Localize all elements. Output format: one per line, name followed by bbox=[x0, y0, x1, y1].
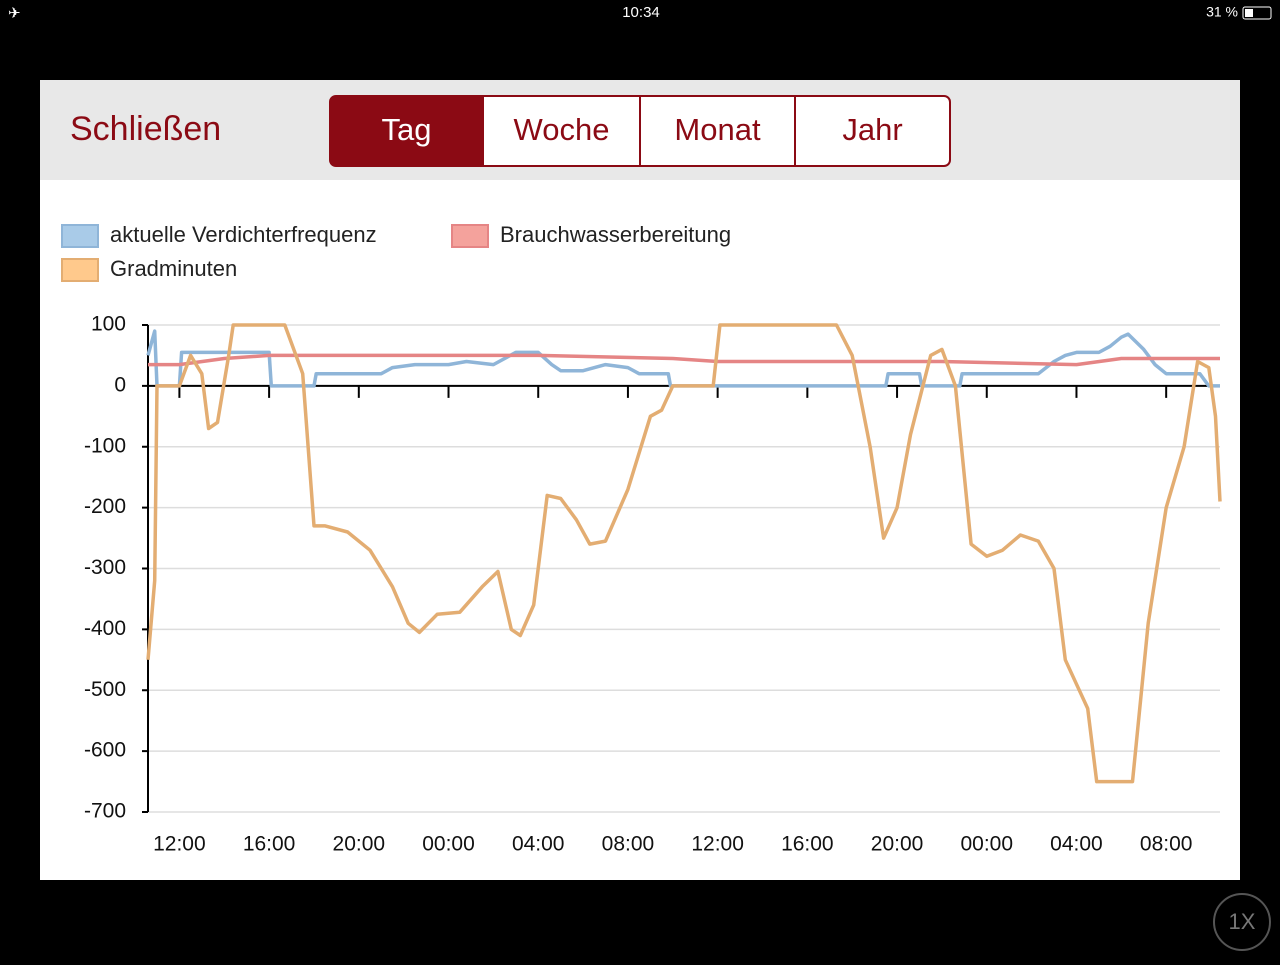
battery-text: 31 % bbox=[1206, 4, 1238, 20]
x-tick-label: 00:00 bbox=[422, 833, 475, 856]
x-tick-label: 08:00 bbox=[602, 833, 655, 856]
battery-level bbox=[1245, 9, 1253, 17]
x-tick-label: 16:00 bbox=[243, 833, 296, 856]
x-tick-label: 12:00 bbox=[153, 833, 206, 856]
x-tick-label: 16:00 bbox=[781, 833, 834, 856]
tab-bar: Tag Woche Monat Jahr bbox=[329, 95, 951, 167]
legend-swatch bbox=[61, 258, 99, 282]
x-tick-label: 20:00 bbox=[333, 833, 386, 856]
legend-label: Gradminuten bbox=[110, 256, 237, 281]
battery-icon bbox=[1242, 6, 1272, 20]
zoom-label: 1X bbox=[1229, 909, 1256, 934]
tab-active-bg bbox=[330, 96, 483, 166]
chart-panel bbox=[40, 180, 1240, 880]
tab[interactable]: Tag bbox=[382, 112, 432, 147]
y-tick-label: -700 bbox=[84, 800, 126, 823]
x-tick-label: 04:00 bbox=[1050, 833, 1103, 856]
legend-swatch bbox=[451, 224, 489, 248]
series-line bbox=[148, 353, 1220, 367]
x-tick-label: 04:00 bbox=[512, 833, 565, 856]
y-tick-label: -400 bbox=[84, 617, 126, 640]
status-time: 10:34 bbox=[622, 4, 660, 21]
chart: aktuelle Verdichterfrequenz Brauchwasserb… bbox=[61, 222, 1222, 856]
y-tick-label: -600 bbox=[84, 739, 126, 762]
x-tick-label: 00:00 bbox=[960, 833, 1013, 856]
series-line bbox=[146, 329, 1220, 388]
y-tick-label: -300 bbox=[84, 556, 126, 579]
tab[interactable]: Woche bbox=[514, 112, 610, 147]
y-tick-label: 0 bbox=[114, 373, 126, 396]
x-tick-label: 20:00 bbox=[871, 833, 924, 856]
series-line bbox=[146, 323, 1222, 784]
legend-label: aktuelle Verdichterfrequenz bbox=[110, 222, 377, 247]
y-tick-label: 100 bbox=[91, 313, 126, 336]
legend-label: Brauchwasserbereitung bbox=[500, 222, 731, 247]
y-tick-label: -200 bbox=[84, 495, 126, 518]
legend-swatch bbox=[61, 224, 99, 248]
tab[interactable]: Jahr bbox=[842, 112, 902, 147]
x-tick-label: 08:00 bbox=[1140, 833, 1193, 856]
x-tick-label: 12:00 bbox=[691, 833, 744, 856]
tab[interactable]: Monat bbox=[674, 112, 761, 147]
zoom-button[interactable] bbox=[1213, 893, 1271, 951]
close-button[interactable]: Schließen bbox=[70, 110, 221, 148]
y-tick-label: -100 bbox=[84, 434, 126, 457]
y-tick-label: -500 bbox=[84, 678, 126, 701]
airplane-icon: ✈ bbox=[8, 5, 21, 22]
